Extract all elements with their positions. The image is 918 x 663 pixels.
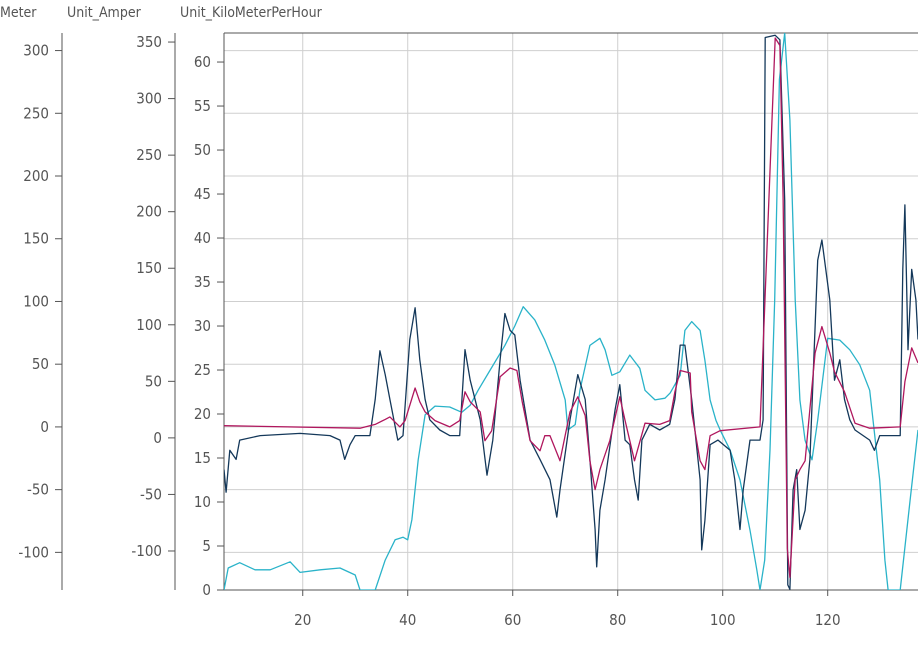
y-tick-label-kmh: 20 [194, 405, 211, 423]
y-tick-label-kmh: 35 [194, 273, 211, 291]
y-tick-label-amper: 200 [136, 203, 162, 221]
y-tick-label-meter: 150 [23, 230, 49, 248]
axis-title-kmh: Unit_KiloMeterPerHour [180, 5, 323, 21]
y-tick-label-kmh: 50 [194, 141, 211, 159]
y-tick-label-meter: 200 [23, 167, 49, 185]
y-tick-label-kmh: 10 [194, 493, 211, 511]
x-tick-label: 40 [399, 611, 416, 629]
y-tick-label-amper: -100 [131, 542, 162, 560]
y-tick-label-meter: 0 [40, 418, 49, 436]
x-tick-label: 20 [294, 611, 311, 629]
y-tick-label-meter: 100 [23, 292, 49, 310]
y-tick-label-kmh: 45 [194, 185, 211, 203]
y-tick-label-kmh: 0 [202, 581, 211, 599]
x-tick-label: 100 [710, 611, 736, 629]
series-line-kmh [224, 33, 918, 590]
y-tick-label-kmh: 30 [194, 317, 211, 335]
y-tick-label-amper: 150 [136, 259, 162, 277]
y-tick-label-kmh: 55 [194, 97, 211, 115]
y-tick-label-amper: 350 [136, 33, 162, 51]
y-tick-label-kmh: 15 [194, 449, 211, 467]
series-line-meter [224, 37, 918, 579]
y-tick-label-amper: 100 [136, 316, 162, 334]
y-tick-label-amper: 50 [145, 372, 162, 390]
y-tick-label-kmh: 25 [194, 361, 211, 379]
y-tick-label-meter: 50 [32, 355, 49, 373]
series-group [224, 33, 918, 590]
y-tick-label-meter: -100 [18, 543, 49, 561]
y-tick-label-amper: -50 [140, 485, 162, 503]
y-tick-label-kmh: 60 [194, 53, 211, 71]
grid [224, 33, 918, 590]
y-tick-label-meter: 250 [23, 104, 49, 122]
axis-title-amper: Unit_Amper [67, 5, 142, 21]
x-tick-label: 60 [504, 611, 521, 629]
y-tick-label-kmh: 5 [202, 537, 211, 555]
y-tick-label-meter: -50 [27, 481, 49, 499]
y-tick-label-kmh: 40 [194, 229, 211, 247]
x-tick-label: 80 [609, 611, 626, 629]
x-tick-label: 120 [815, 611, 841, 629]
y-tick-label-amper: 250 [136, 146, 162, 164]
y-tick-label-amper: 300 [136, 90, 162, 108]
axes: -100-50050100150200250300-100-5005010015… [18, 32, 918, 629]
y-tick-label-meter: 300 [23, 42, 49, 60]
axis-title-meter: Meter [0, 5, 37, 21]
axis-titles: Meter Unit_Amper Unit_KiloMeterPerHour [0, 5, 323, 21]
series-line-amper [224, 34, 918, 590]
y-tick-label-amper: 0 [153, 429, 162, 447]
